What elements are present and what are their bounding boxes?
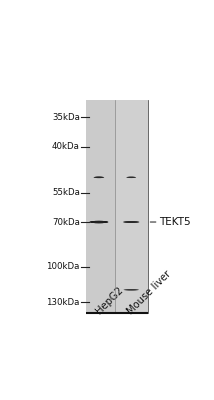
Bar [115,100,148,313]
Ellipse shape [123,289,139,290]
Ellipse shape [123,221,140,223]
Text: TEKT5: TEKT5 [150,217,190,227]
Text: 70kDa: 70kDa [52,218,80,226]
Ellipse shape [125,221,137,223]
Ellipse shape [91,221,107,223]
Ellipse shape [95,177,103,178]
Bar [86,100,115,313]
Text: 55kDa: 55kDa [52,188,80,197]
Ellipse shape [127,177,135,178]
Ellipse shape [124,221,138,223]
Ellipse shape [92,221,106,223]
Ellipse shape [124,289,138,290]
Ellipse shape [125,289,137,290]
Text: 130kDa: 130kDa [46,298,80,306]
Ellipse shape [93,221,105,223]
Ellipse shape [125,289,138,290]
Ellipse shape [128,177,135,178]
Ellipse shape [124,221,138,223]
Ellipse shape [95,177,103,178]
Ellipse shape [126,222,137,223]
Ellipse shape [127,177,136,178]
Ellipse shape [94,177,104,178]
Ellipse shape [91,221,107,223]
Ellipse shape [94,177,104,178]
Text: 100kDa: 100kDa [46,262,80,271]
Ellipse shape [90,221,108,223]
Ellipse shape [127,177,135,178]
Ellipse shape [91,221,106,223]
Ellipse shape [123,221,139,223]
Ellipse shape [95,177,103,178]
Ellipse shape [94,177,104,178]
Ellipse shape [125,221,137,223]
Ellipse shape [127,177,136,178]
Ellipse shape [90,221,107,223]
Text: 40kDa: 40kDa [52,142,80,151]
Ellipse shape [94,177,103,178]
Text: Mouse liver: Mouse liver [126,268,174,316]
Ellipse shape [89,221,108,223]
Ellipse shape [93,221,104,223]
Ellipse shape [92,221,106,223]
Text: 35kDa: 35kDa [52,113,80,122]
Ellipse shape [125,289,137,290]
Ellipse shape [92,221,106,223]
Ellipse shape [124,289,138,290]
Ellipse shape [124,221,139,223]
Ellipse shape [123,221,139,223]
Ellipse shape [125,221,138,223]
Ellipse shape [90,221,108,223]
Ellipse shape [128,177,135,178]
Ellipse shape [125,221,138,223]
Text: HepG2: HepG2 [94,285,125,316]
Ellipse shape [94,177,104,178]
Ellipse shape [95,177,103,178]
Ellipse shape [128,177,135,178]
Ellipse shape [94,177,104,178]
Ellipse shape [93,221,105,223]
Bar [86,100,148,313]
Ellipse shape [126,177,136,178]
Ellipse shape [124,289,139,290]
Ellipse shape [127,177,135,178]
Ellipse shape [126,177,136,178]
Ellipse shape [126,289,137,290]
Ellipse shape [95,177,103,178]
Ellipse shape [124,289,139,290]
